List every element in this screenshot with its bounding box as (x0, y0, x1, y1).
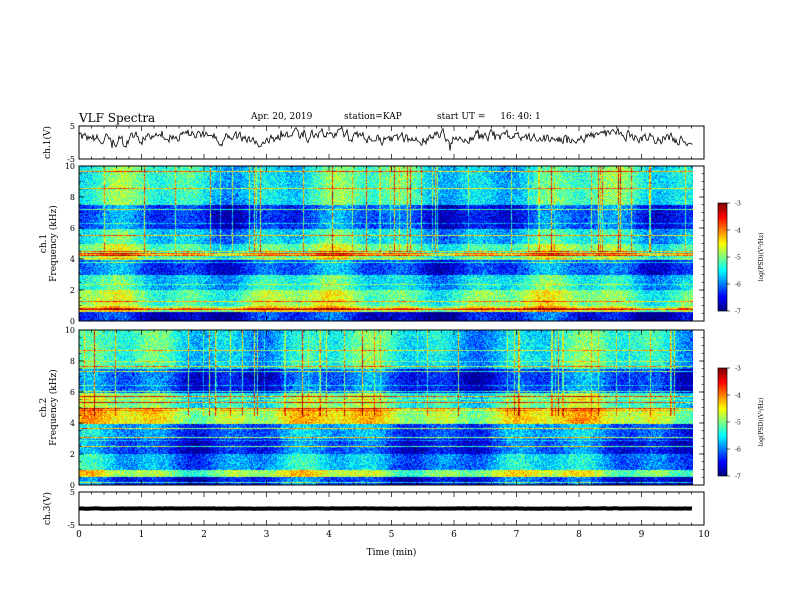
ch2-colorbar (718, 368, 727, 476)
panel-frame (78, 165, 705, 322)
colorbar-frame (717, 367, 728, 477)
start-time-label: start UT = (437, 112, 486, 122)
y-tick-label: 10 (65, 162, 75, 171)
x-tick-label: 2 (201, 530, 207, 540)
x-tick-label: 0 (76, 530, 82, 540)
y-axis-label: Frequency (kHz) (48, 369, 59, 446)
x-tick-label: 1 (139, 530, 145, 540)
ch2-spectrogram-image (79, 330, 693, 485)
figure-title: VLF Spectra (79, 111, 156, 125)
y-axis-label: ch.1(V) (42, 126, 53, 159)
x-tick-label: 7 (514, 530, 520, 540)
station-label: station= (344, 112, 383, 122)
y-tick-label: 6 (70, 388, 75, 397)
colorbar-tick-label: -7 (735, 309, 741, 316)
date-label: Apr. 20, 2019 (251, 112, 313, 122)
station-value: KAP (382, 112, 402, 122)
ch1-colorbar (718, 203, 727, 311)
colorbar-tick-label: -5 (735, 420, 741, 427)
x-tick-label: 3 (264, 530, 270, 540)
y-tick-label: -5 (67, 155, 75, 164)
y-axis-label: ch.3(V) (42, 492, 53, 525)
y-tick-label: 2 (70, 286, 75, 295)
x-tick-label: 4 (326, 530, 332, 540)
colorbar-tick-label: -6 (735, 282, 741, 289)
y-tick-label: 0 (70, 481, 75, 490)
start-time-value: 16: 40: 1 (500, 112, 541, 122)
ch1-waveform-line (78, 126, 693, 151)
y-tick-label: 4 (70, 255, 75, 264)
x-tick-label: 5 (389, 530, 395, 540)
y-axis-label: ch.1 (39, 234, 49, 253)
y-tick-label: 5 (70, 122, 75, 131)
y-axis-label: ch.2 (39, 398, 49, 417)
y-tick-label: 5 (70, 488, 75, 497)
colorbar-frame (717, 202, 728, 312)
colorbar-tick-label: -5 (735, 255, 741, 262)
colorbar-tick-label: -7 (735, 474, 741, 481)
ch1-spectrogram-image (79, 166, 693, 321)
panel-frame (78, 329, 705, 486)
x-tick-label: 6 (451, 530, 457, 540)
colorbar-tick-label: -6 (735, 447, 741, 454)
y-tick-label: 2 (70, 450, 75, 459)
x-tick-label: 9 (639, 530, 645, 540)
y-tick-label: 6 (70, 224, 75, 233)
y-tick-label: 10 (65, 326, 75, 335)
y-tick-label: 8 (70, 357, 75, 366)
y-tick-label: 8 (70, 193, 75, 202)
start-time-field: start UT = 16: 40: 1 (437, 112, 541, 122)
colorbar-tick-label: -4 (735, 228, 741, 235)
x-tick-label: 10 (698, 530, 710, 540)
colorbar-tick-label: -3 (735, 201, 741, 208)
station-field: station=KAP (344, 112, 402, 122)
ch3-waveform-line (79, 506, 693, 511)
colorbar-tick-label: -4 (735, 393, 741, 400)
y-tick-label: 4 (70, 419, 75, 428)
y-tick-label: 0 (70, 317, 75, 326)
colorbar-tick-label: -3 (735, 366, 741, 373)
x-axis-label: Time (min) (367, 547, 417, 558)
y-axis-label: Frequency (kHz) (48, 205, 59, 282)
x-tick-label: 8 (576, 530, 582, 540)
colorbar-label: log(PSD)(V²/Hz) (758, 233, 765, 282)
y-tick-label: -5 (67, 521, 75, 530)
colorbar-label: log(PSD)(V²/Hz) (758, 398, 765, 447)
